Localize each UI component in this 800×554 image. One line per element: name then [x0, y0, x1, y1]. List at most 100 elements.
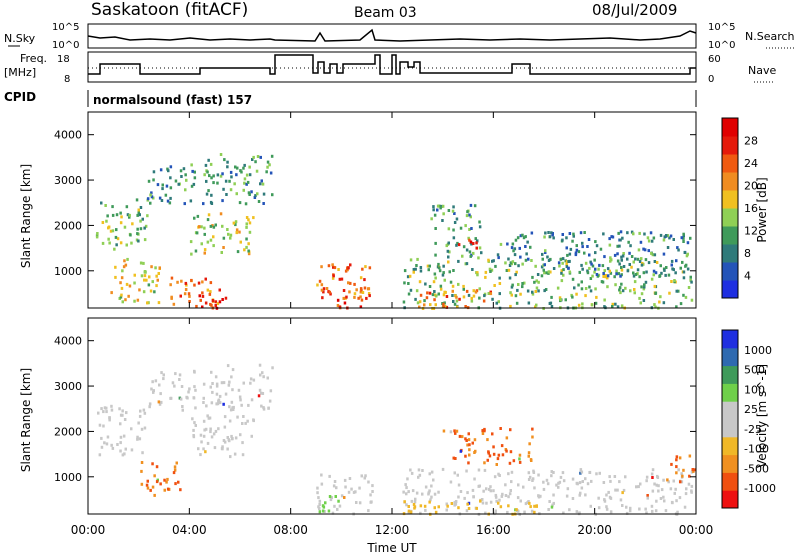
velocity-cell: [249, 381, 252, 385]
velocity-cell: [550, 474, 553, 478]
power-cell: [111, 205, 114, 209]
velocity-cell: [428, 500, 431, 504]
power-cell: [321, 296, 324, 300]
power-cell: [445, 305, 449, 309]
power-cell: [535, 303, 538, 307]
power-cell: [495, 301, 498, 305]
velocity-cell: [651, 476, 654, 479]
power-cell: [557, 261, 561, 265]
power-cell: [506, 242, 509, 246]
velocity-cell: [684, 492, 688, 496]
velocity-cell: [105, 442, 109, 446]
velocity-cell: [409, 510, 413, 514]
power-cell: [426, 291, 429, 295]
power-cell: [439, 206, 442, 210]
power-cell: [690, 298, 694, 302]
power-cell: [183, 202, 186, 206]
power-cell: [683, 251, 687, 254]
power-cell: [243, 181, 246, 185]
velocity-cell: [337, 499, 340, 503]
velocity-cell: [481, 432, 485, 435]
power-cell: [359, 305, 363, 309]
power-cell: [337, 268, 340, 271]
power-cell: [559, 257, 562, 261]
power-cell: [608, 237, 611, 241]
power-cell: [143, 278, 146, 282]
velocity-cell: [651, 468, 655, 472]
velocity-cell: [222, 402, 225, 406]
velocity-cell: [532, 469, 535, 473]
power-cell: [418, 300, 422, 304]
power-cell: [516, 288, 519, 292]
power-cell: [135, 238, 139, 242]
velocity-cell: [230, 434, 233, 438]
power-cell: [452, 205, 455, 209]
y-tick-label: 1000: [54, 265, 82, 278]
freq-trace: [88, 54, 696, 75]
x-tick-label: 16:00: [476, 523, 511, 537]
power-cell: [245, 173, 249, 177]
velocity-cell: [321, 504, 325, 508]
power-cell: [140, 274, 144, 278]
power-cell: [642, 299, 646, 302]
power-cell: [573, 286, 576, 290]
power-cell: [675, 305, 678, 309]
velocity-cell: [487, 450, 490, 454]
velocity-cell: [228, 439, 231, 443]
velocity-cell: [531, 427, 534, 431]
velocity-cell: [236, 415, 239, 419]
power-cell: [146, 301, 149, 305]
power-cell: [204, 301, 208, 305]
power-cell: [469, 240, 473, 244]
power-cell: [638, 231, 641, 235]
velocity-cell: [206, 414, 209, 418]
velocity-cell: [191, 417, 194, 421]
velocity-cell: [230, 375, 233, 379]
power-cell: [188, 300, 191, 303]
power-cell: [522, 236, 526, 240]
velocity-cell: [221, 445, 224, 449]
power-cell: [565, 246, 568, 250]
power-cell: [462, 284, 465, 288]
power-cell: [513, 247, 517, 251]
y-tick-label: 3000: [54, 174, 82, 187]
power-cell: [406, 275, 410, 279]
power-cell: [434, 303, 437, 307]
power-cell: [492, 259, 495, 263]
power-cell: [645, 270, 648, 274]
power-cell: [226, 165, 229, 169]
velocity-cell: [530, 509, 534, 513]
power-cell: [202, 202, 205, 206]
velocity-cell: [367, 509, 370, 513]
power-cell: [320, 288, 324, 292]
power-cell: [552, 236, 555, 240]
velocity-cell: [98, 423, 102, 427]
power-cell: [210, 176, 213, 180]
power-cell: [660, 271, 663, 275]
power-cell: [189, 199, 193, 203]
power-cell: [434, 276, 437, 280]
power-cell: [524, 235, 527, 239]
power-cell: [659, 233, 663, 237]
power-cell: [416, 301, 420, 305]
velocity-cell: [528, 475, 532, 479]
power-cell: [361, 267, 364, 271]
velocity-cell: [317, 505, 320, 509]
velocity-cell: [148, 402, 152, 406]
velocity-cell: [152, 390, 155, 394]
power-cell: [611, 302, 614, 306]
power-cell: [243, 163, 246, 167]
power-cell: [216, 181, 219, 185]
power-cell: [129, 233, 132, 237]
velocity-cell: [508, 461, 512, 465]
velocity-colorbar-swatch: [722, 490, 738, 509]
power-cell: [143, 226, 146, 230]
velocity-cell: [654, 509, 658, 513]
velocity-cell: [252, 378, 256, 382]
power-colorbar-swatch: [722, 280, 738, 299]
power-cell: [662, 301, 666, 305]
power-cell: [474, 290, 478, 294]
power-cell: [519, 255, 522, 259]
power-cell: [689, 236, 692, 240]
